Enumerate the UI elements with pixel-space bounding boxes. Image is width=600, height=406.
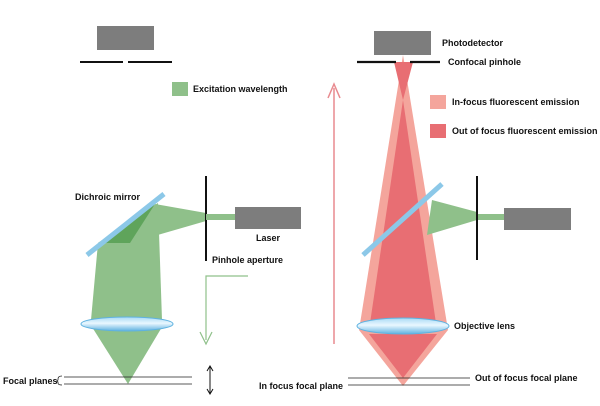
focus-adjust-arrowhead-bottom [206, 388, 214, 395]
label-pinhole-aperture: Pinhole aperture [212, 255, 284, 265]
label-objective-lens: Objective lens [454, 321, 516, 331]
label-laser: Laser [256, 233, 281, 243]
out-of-focus-emission-beam [369, 100, 437, 330]
laser-block [235, 207, 301, 229]
label-out-of-focus-emission: Out of focus fluorescent emission [452, 126, 598, 136]
out-of-focus-emission-cone [369, 334, 437, 378]
objective-lens-right [356, 317, 450, 335]
legend-in-focus-swatch [430, 95, 446, 109]
label-excitation-wavelength: Excitation wavelength [193, 84, 288, 94]
label-dichroic-mirror: Dichroic mirror [75, 192, 141, 202]
excitation-cone [92, 327, 162, 384]
laser-beam [206, 214, 235, 220]
label-confocal-pinhole: Confocal pinhole [448, 57, 521, 67]
emission-direction-arrowhead [327, 82, 341, 99]
label-photodetector: Photodetector [442, 38, 504, 48]
label-focal-planes: Focal planes [3, 376, 58, 386]
objective-lens-left [80, 316, 174, 332]
focus-adjust-arrowhead-top [206, 365, 214, 372]
label-in-focus-emission: In-focus fluorescent emission [452, 97, 580, 107]
right-laser-beam [477, 214, 504, 220]
right-laser-block [504, 208, 571, 230]
dichroic-mirror [85, 192, 166, 257]
return-path-arrowhead [199, 331, 213, 346]
label-in-focus-focal-plane: In focus focal plane [259, 381, 344, 391]
top-detector-block [97, 26, 154, 50]
focal-planes-brace [56, 375, 63, 386]
legend-excitation-swatch [172, 82, 188, 96]
photodetector-block [374, 31, 431, 55]
return-path-arrow [205, 275, 248, 340]
excitation-beam-vertical [91, 203, 162, 320]
right-dichroic-mirror [361, 182, 444, 257]
label-out-of-focus-focal-plane: Out of focus focal plane [475, 373, 578, 383]
right-excitation-beam [427, 200, 477, 235]
legend-out-of-focus-swatch [430, 124, 446, 138]
out-of-focus-emission-top [394, 62, 413, 100]
